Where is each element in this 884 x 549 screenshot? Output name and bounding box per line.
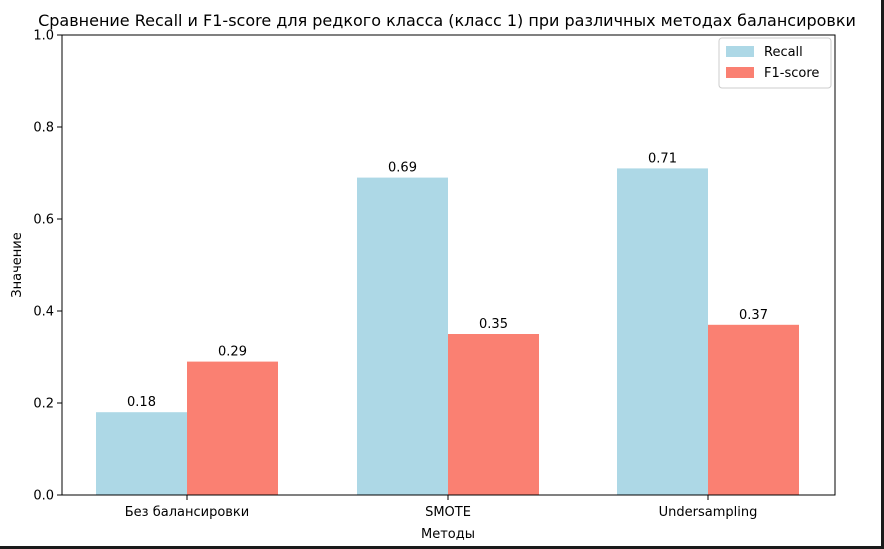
x-axis-label: Методы bbox=[421, 527, 475, 542]
value-label-recall-2: 0.71 bbox=[648, 151, 677, 166]
legend-label-recall: Recall bbox=[764, 45, 803, 60]
chart-title: Сравнение Recall и F1-score для редкого … bbox=[38, 11, 856, 30]
y-tick-label: 0.0 bbox=[33, 489, 54, 504]
window-edge-right bbox=[881, 0, 884, 549]
value-labels-group: 0.18 0.69 0.71 0.29 0.35 0.37 bbox=[127, 151, 768, 410]
value-label-f1-1: 0.35 bbox=[479, 317, 508, 332]
y-tick-label: 0.4 bbox=[33, 305, 54, 320]
y-tick-label: 0.6 bbox=[33, 213, 54, 228]
x-tick-label: Без балансировки bbox=[125, 505, 249, 520]
bar-f1-2 bbox=[708, 324, 799, 495]
value-label-recall-0: 0.18 bbox=[127, 395, 156, 410]
legend-swatch-f1 bbox=[726, 67, 754, 78]
bar-f1-1 bbox=[448, 334, 539, 495]
bar-recall-1 bbox=[357, 177, 448, 495]
value-label-recall-1: 0.69 bbox=[388, 161, 417, 176]
legend: Recall F1-score bbox=[718, 37, 832, 89]
bar-recall-2 bbox=[617, 168, 708, 495]
value-label-f1-0: 0.29 bbox=[218, 345, 247, 360]
y-axis-label: Значение bbox=[10, 232, 25, 297]
x-axis-ticks: Без балансировки SMOTE Undersampling bbox=[125, 495, 758, 520]
bar-f1-0 bbox=[187, 361, 278, 495]
window-edge-bottom bbox=[0, 546, 884, 549]
y-tick-label: 1.0 bbox=[33, 29, 54, 44]
legend-swatch-recall bbox=[726, 46, 754, 57]
value-label-f1-2: 0.37 bbox=[739, 308, 768, 323]
legend-label-f1: F1-score bbox=[764, 66, 819, 81]
bars-group bbox=[96, 168, 799, 495]
y-tick-label: 0.8 bbox=[33, 121, 54, 136]
bar-recall-0 bbox=[96, 412, 187, 495]
y-tick-label: 0.2 bbox=[33, 397, 54, 412]
x-tick-label: SMOTE bbox=[425, 505, 471, 520]
x-tick-label: Undersampling bbox=[659, 505, 758, 520]
y-axis-ticks: 0.0 0.2 0.4 0.6 0.8 1.0 bbox=[33, 29, 62, 504]
